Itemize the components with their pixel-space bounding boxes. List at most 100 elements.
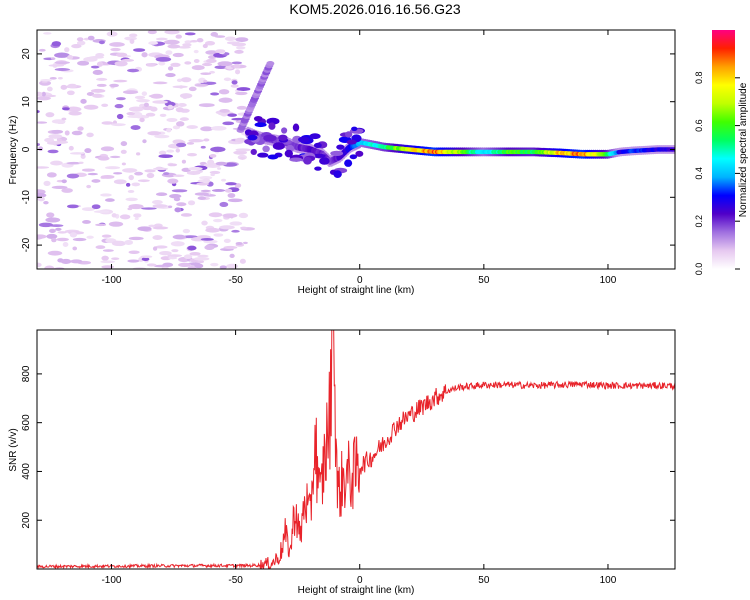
noise-blob (43, 32, 52, 35)
noise-blob (189, 251, 201, 256)
snr-y-ticks: 200 400 600 800 (21, 365, 675, 529)
noise-blob (56, 138, 63, 142)
noise-blob (210, 262, 219, 267)
noise-blob (47, 149, 59, 154)
noise-blob (212, 218, 223, 223)
colorbar-tick-label: 0.0 (694, 263, 704, 276)
ridge-blob (272, 142, 285, 150)
noise-blob (134, 171, 144, 176)
colorbar-tick-label: 0.6 (694, 119, 704, 132)
y-tick-label: 0 (21, 146, 32, 152)
noise-blob (62, 242, 69, 247)
noise-blob (122, 90, 139, 95)
noise-blob (100, 193, 112, 197)
noise-blob (194, 192, 210, 196)
y-tick-label: 10 (21, 96, 32, 108)
noise-blob (122, 168, 138, 173)
noise-blob (175, 121, 185, 127)
noise-blob (170, 241, 185, 247)
noise-blob (37, 110, 40, 113)
noise-blob (109, 155, 121, 159)
noise-blob (92, 69, 103, 75)
noise-blob (54, 52, 70, 58)
x-tick-label: 100 (600, 275, 617, 286)
noise-blob (215, 161, 228, 166)
ridge-blob (298, 136, 310, 143)
x-tick-label: 0 (357, 275, 363, 286)
y-tick-label: -10 (21, 190, 32, 205)
noise-blob (155, 56, 172, 62)
noise-blob (45, 94, 57, 98)
noise-blob (171, 189, 188, 193)
noise-blob (176, 142, 187, 148)
noise-blob (96, 77, 108, 81)
noise-blob (165, 50, 173, 55)
noise-blob (72, 237, 87, 242)
spectrogram-x-ticks: -100 -50 0 50 100 (101, 30, 617, 286)
noise-blob (76, 40, 86, 46)
noise-blob (54, 61, 71, 65)
noise-blob (166, 127, 172, 133)
noise-blob (110, 47, 121, 52)
y-tick-label: 400 (21, 463, 32, 480)
noise-blob (165, 72, 176, 78)
noise-blob (219, 201, 229, 208)
figure-title: KOM5.2026.016.16.56.G23 (289, 1, 461, 17)
noise-blob (158, 150, 167, 155)
noise-blob (129, 38, 135, 44)
noise-blob (236, 87, 251, 92)
ridge-blob (319, 157, 330, 165)
noise-blob (125, 182, 131, 187)
ridge-blob (349, 154, 358, 160)
noise-blob (111, 213, 117, 218)
noise-blob (38, 146, 44, 152)
noise-blob (155, 245, 168, 249)
noise-blob (167, 44, 181, 49)
noise-blob (219, 225, 235, 230)
noise-blob (224, 36, 237, 42)
noise-blob (188, 139, 204, 143)
noise-blob (100, 260, 116, 264)
noise-blob (91, 179, 101, 183)
noise-blob (45, 217, 61, 223)
noise-blob (161, 266, 169, 269)
noise-blob (146, 263, 157, 267)
noise-blob (214, 65, 228, 70)
x-tick-label: 50 (478, 275, 490, 286)
noise-blob (114, 60, 128, 67)
noise-blob (109, 42, 125, 47)
ridge-blob (268, 122, 276, 130)
noise-blob (235, 148, 251, 152)
noise-blob (111, 257, 120, 261)
ridge-blob (254, 122, 267, 128)
noise-blob (127, 68, 140, 73)
noise-blob (44, 137, 55, 143)
noise-blob (186, 141, 195, 145)
noise-blob (194, 83, 209, 87)
noise-blob (197, 254, 209, 258)
y-tick-label: 200 (21, 511, 32, 528)
noise-blob (83, 56, 98, 62)
noise-blob (127, 189, 135, 193)
noise-blob (65, 106, 82, 112)
noise-blob (50, 57, 56, 60)
noise-blob (84, 148, 92, 154)
noise-blob (230, 84, 239, 88)
noise-blob (69, 232, 78, 238)
noise-blob (86, 235, 94, 239)
noise-blob (147, 30, 157, 35)
noise-blob (187, 200, 196, 206)
noise-blob (163, 172, 170, 176)
ridge-blob (267, 154, 279, 160)
noise-blob (81, 168, 95, 172)
noise-blob (235, 37, 249, 42)
noise-blob (97, 156, 110, 161)
noise-blob (135, 152, 141, 156)
noise-blob (202, 62, 213, 67)
colorbar-tick-label: 0.8 (694, 72, 704, 85)
noise-blob (40, 79, 52, 82)
noise-blob (141, 52, 148, 58)
ridge-blob (278, 134, 288, 141)
noise-blob (209, 170, 221, 175)
